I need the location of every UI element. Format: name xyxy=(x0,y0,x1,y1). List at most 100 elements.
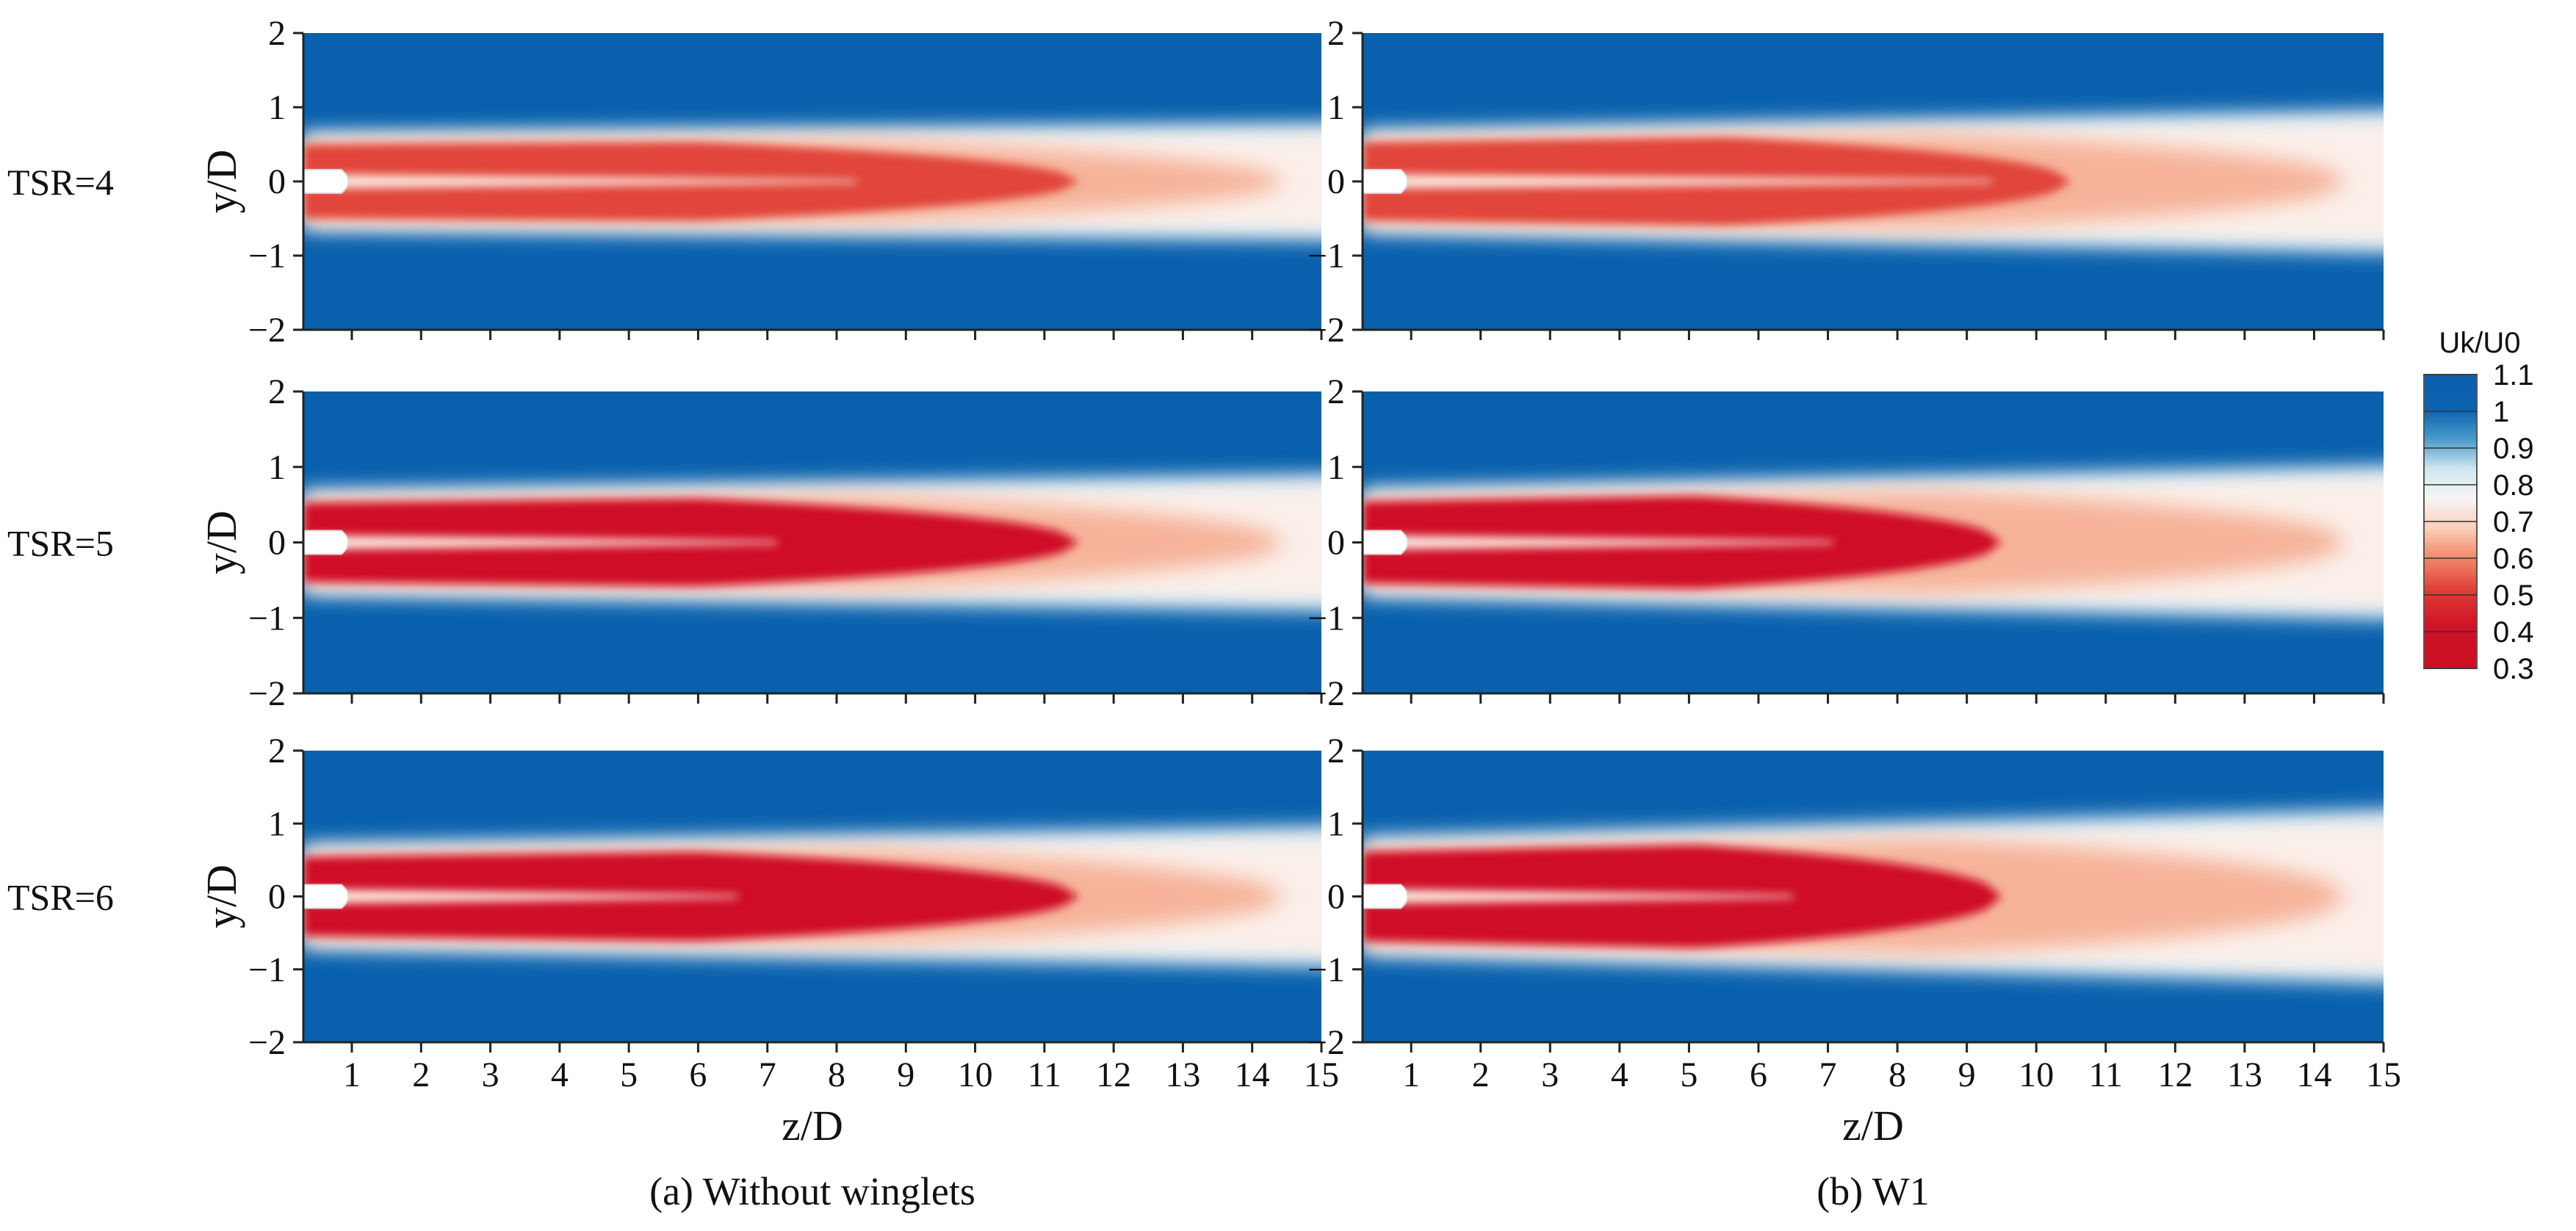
x-tick-label: 15 xyxy=(1304,1055,1339,1094)
x-tick-label: 10 xyxy=(2018,1055,2054,1094)
panel-axes: −2 −1 0 1 2 xyxy=(1307,372,2385,713)
x-tick-label: 10 xyxy=(958,1055,993,1094)
colorbar-label: 1 xyxy=(2493,396,2509,428)
x-tick-label: 14 xyxy=(1235,1055,1270,1094)
x-tick-label: 3 xyxy=(482,1055,499,1094)
y-tick-label: 2 xyxy=(268,14,286,53)
x-tick-label: 5 xyxy=(620,1055,638,1094)
x-tick-label: 2 xyxy=(412,1055,430,1094)
x-tick-label: 14 xyxy=(2296,1055,2331,1094)
contour-panel xyxy=(1363,33,2384,330)
row-label: TSR=5 xyxy=(7,523,114,564)
x-axis-title: z/D xyxy=(1842,1102,1904,1149)
y-axis-title: y/D xyxy=(198,150,245,214)
contour-panel xyxy=(1363,751,2384,1042)
contour-panel xyxy=(303,751,1321,1042)
hub-wake-streak xyxy=(1369,174,1992,189)
colorbar-title: Uk/U0 xyxy=(2439,327,2520,359)
y-tick-label: −1 xyxy=(1307,237,1345,275)
panel-axes: −2 −1 0 1 2 y/D xyxy=(198,372,1323,713)
turbine-hub xyxy=(1363,169,1409,194)
colorbar-label: 0.8 xyxy=(2493,469,2534,502)
panel-axes: −2 −1 0 1 2 y/D xyxy=(198,14,1323,350)
x-axis-title: z/D xyxy=(782,1102,843,1149)
colorbar-label: 1.1 xyxy=(2493,359,2534,391)
x-tick-label: 13 xyxy=(1165,1055,1200,1094)
x-tick-label: 7 xyxy=(759,1055,776,1094)
y-tick-label: 1 xyxy=(1327,88,1345,127)
y-tick-label: −1 xyxy=(1307,599,1345,638)
row-label: TSR=6 xyxy=(7,877,114,918)
x-tick-label: 8 xyxy=(828,1055,845,1094)
x-tick-label: 15 xyxy=(2366,1055,2401,1094)
y-tick-label: 2 xyxy=(268,732,286,770)
y-tick-label: 0 xyxy=(1327,162,1345,201)
turbine-hub xyxy=(303,884,350,909)
y-tick-label: −2 xyxy=(248,311,286,350)
x-tick-label: 8 xyxy=(1888,1055,1906,1094)
y-tick-label: −1 xyxy=(1307,950,1345,989)
y-tick-label: 2 xyxy=(1327,732,1345,770)
y-tick-label: 1 xyxy=(268,804,286,843)
y-tick-label: −2 xyxy=(248,1023,286,1062)
hub-wake-streak xyxy=(1369,889,1794,904)
y-axis-title: y/D xyxy=(198,510,245,574)
hub-wake-streak xyxy=(310,889,738,904)
contour-panel xyxy=(303,33,1321,330)
turbine-hub xyxy=(1363,884,1409,909)
contour-panel xyxy=(1363,391,2384,693)
x-tick-label: 12 xyxy=(1096,1055,1131,1094)
panel-caption: (a) Without winglets xyxy=(649,1169,975,1213)
y-tick-label: 0 xyxy=(268,524,286,563)
colorbar-label: 0.4 xyxy=(2493,616,2534,649)
hub-wake-streak xyxy=(1369,535,1833,550)
y-tick-label: −1 xyxy=(248,599,286,638)
y-tick-label: 2 xyxy=(268,372,286,411)
y-tick-label: 0 xyxy=(1327,878,1345,917)
colorbar: Uk/U01.1 1 0.9 0.8 0.7 0.6 0.5 0.4 0.3 xyxy=(2423,327,2534,685)
y-tick-label: −2 xyxy=(1307,311,1345,350)
x-tick-label: 2 xyxy=(1472,1055,1490,1094)
y-tick-label: 2 xyxy=(1327,372,1345,411)
x-tick-label: 4 xyxy=(1611,1055,1628,1094)
x-tick-label: 9 xyxy=(897,1055,914,1094)
y-tick-label: 1 xyxy=(268,88,286,127)
x-tick-label: 13 xyxy=(2227,1055,2262,1094)
x-tick-label: 1 xyxy=(343,1055,361,1094)
y-tick-label: −2 xyxy=(248,674,286,713)
panel-axes: −2 −1 0 1 2 xyxy=(1307,14,2385,350)
y-tick-label: 0 xyxy=(1327,524,1345,563)
turbine-hub xyxy=(1363,530,1409,555)
y-tick-label: 1 xyxy=(1327,448,1345,487)
y-axis-title: y/D xyxy=(198,864,245,928)
y-tick-label: −1 xyxy=(248,237,286,275)
x-tick-label: 12 xyxy=(2157,1055,2193,1094)
y-tick-label: −1 xyxy=(248,950,286,989)
x-tick-label: 11 xyxy=(2089,1055,2123,1094)
contour-panel xyxy=(303,391,1321,693)
x-tick-label: 1 xyxy=(1402,1055,1420,1094)
turbine-hub xyxy=(303,530,350,555)
x-tick-label: 4 xyxy=(551,1055,569,1094)
hub-wake-streak xyxy=(310,174,856,189)
y-tick-label: 1 xyxy=(1327,804,1345,843)
x-tick-label: 6 xyxy=(1750,1055,1767,1094)
turbine-hub xyxy=(303,169,350,194)
hub-wake-streak xyxy=(310,535,778,550)
y-tick-label: −2 xyxy=(1307,674,1345,713)
panel-caption: (b) W1 xyxy=(1816,1169,1929,1213)
y-tick-label: 2 xyxy=(1327,14,1345,53)
x-tick-label: 5 xyxy=(1680,1055,1698,1094)
colorbar-label: 0.3 xyxy=(2493,653,2534,685)
colorbar-label: 0.9 xyxy=(2493,433,2534,465)
x-tick-label: 9 xyxy=(1958,1055,1976,1094)
y-tick-label: 1 xyxy=(268,448,286,487)
x-tick-label: 3 xyxy=(1541,1055,1559,1094)
y-tick-label: 0 xyxy=(268,878,286,917)
colorbar-label: 0.6 xyxy=(2493,543,2534,575)
x-tick-label: 6 xyxy=(689,1055,707,1094)
row-label: TSR=4 xyxy=(7,162,114,203)
